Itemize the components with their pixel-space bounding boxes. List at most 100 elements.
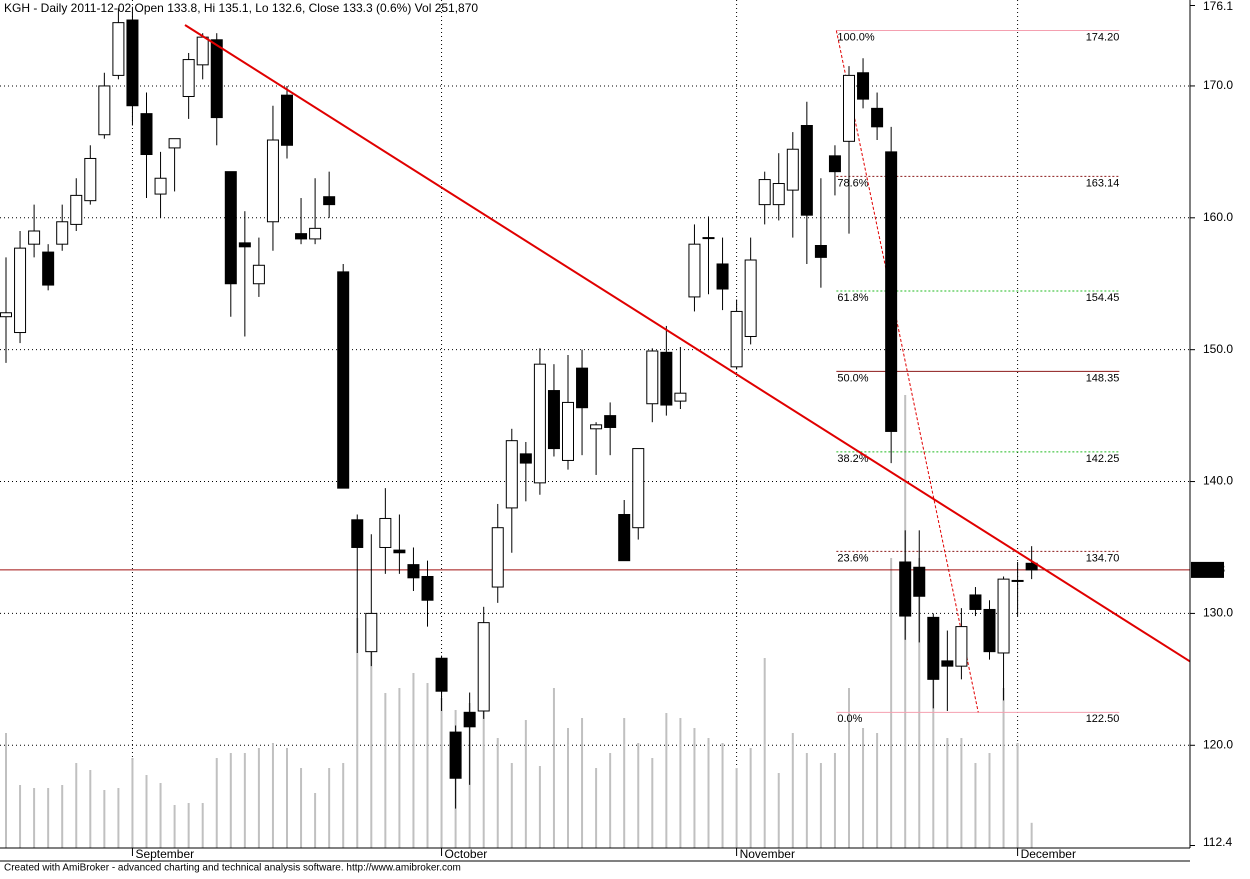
candle-body xyxy=(758,179,771,206)
volume-bar xyxy=(538,766,541,848)
fib-price-label: 134.70 xyxy=(1086,552,1120,564)
volume-bar xyxy=(679,718,682,848)
volume-bar xyxy=(665,713,668,848)
volume-bar xyxy=(117,788,120,848)
candle-body xyxy=(56,221,69,245)
candle-body xyxy=(154,177,167,195)
volume-bar xyxy=(763,658,766,848)
candle-body xyxy=(70,194,83,225)
last-price-box xyxy=(1191,561,1224,578)
candle-body xyxy=(646,350,659,405)
volume-bar xyxy=(229,753,232,848)
volume-bar xyxy=(201,803,204,848)
candle-body xyxy=(997,578,1010,654)
candle-body xyxy=(857,72,870,100)
volume-bar xyxy=(876,733,879,848)
candle-body xyxy=(98,85,111,136)
volume-bar xyxy=(581,718,584,848)
volume-bar xyxy=(286,748,288,848)
candle-body xyxy=(266,139,279,223)
fib-price-label: 154.45 xyxy=(1086,292,1120,304)
volume-bar xyxy=(440,698,443,848)
volume-bar xyxy=(243,753,246,848)
volume-bar xyxy=(946,738,949,848)
y-tick-label: 130.0 xyxy=(1203,606,1233,620)
volume-bar xyxy=(300,768,303,848)
fib-level-label: 38.2% xyxy=(837,453,868,465)
volume-bar xyxy=(173,805,176,848)
fib-level-label: 100.0% xyxy=(837,31,875,43)
volume-bar xyxy=(426,683,429,848)
candle-body xyxy=(632,448,645,529)
candle-body xyxy=(744,259,757,337)
volume-bar xyxy=(932,618,935,848)
volume-bar xyxy=(370,633,373,848)
candle-body xyxy=(885,151,898,432)
fib-swing-line xyxy=(835,30,979,713)
volume-bar xyxy=(5,733,7,848)
volume-bar xyxy=(215,758,218,848)
candle-body xyxy=(800,125,813,216)
candle-body xyxy=(505,440,518,509)
volume-bar xyxy=(777,773,780,848)
volume-bar xyxy=(33,788,36,848)
volume-bar xyxy=(890,558,893,848)
x-tick-label: December xyxy=(1021,847,1076,861)
y-tick-label: 112.4 xyxy=(1203,835,1232,849)
candle-body xyxy=(814,245,827,258)
volume-bar xyxy=(988,753,991,848)
volume-bar xyxy=(749,748,752,848)
candle-body xyxy=(702,237,715,240)
volume-bar xyxy=(19,785,22,848)
candle-body xyxy=(786,148,799,191)
candle-body xyxy=(913,566,926,597)
volume-bar xyxy=(721,743,724,848)
candle-body xyxy=(168,138,181,149)
volume-bar xyxy=(271,743,274,848)
candle-body xyxy=(407,564,420,579)
fib-price-label: 142.25 xyxy=(1086,453,1120,465)
fib-level-label: 50.0% xyxy=(837,372,868,384)
candle-body xyxy=(351,519,364,548)
candle-body xyxy=(449,731,462,779)
candle-body xyxy=(674,392,687,402)
candle-body xyxy=(969,594,982,610)
volume-bar xyxy=(623,718,626,848)
candle-body xyxy=(463,711,476,728)
volume-bar xyxy=(735,768,738,848)
candle-body xyxy=(224,171,237,285)
chart-title: KGH - Daily 2011-12-02 Open 133.8, Hi 13… xyxy=(4,1,478,15)
volume-bar xyxy=(819,763,822,848)
candle-body xyxy=(730,310,743,368)
candle-body xyxy=(182,59,195,97)
volume-bar xyxy=(61,785,64,848)
candle-body xyxy=(843,74,855,142)
candle-body xyxy=(983,608,996,653)
volume-bar xyxy=(524,720,527,848)
x-tick-label: September xyxy=(135,847,194,861)
candle-body xyxy=(140,113,153,156)
y-tick-label: 160.0 xyxy=(1203,210,1233,224)
volume-bar xyxy=(131,758,134,848)
volume-bar xyxy=(103,790,106,848)
volume-bar xyxy=(314,793,317,848)
candle-body xyxy=(688,243,701,298)
candle-body xyxy=(1011,579,1024,582)
volume-bar xyxy=(47,788,50,848)
x-tick-label: November xyxy=(740,847,795,861)
candle-body xyxy=(323,196,336,206)
candle-body xyxy=(84,157,97,202)
volume-bar xyxy=(693,728,696,848)
candle-body xyxy=(393,549,406,554)
candle-body xyxy=(252,264,265,285)
candle-body xyxy=(1025,562,1038,571)
volume-bar xyxy=(496,738,499,848)
volume-bar xyxy=(833,753,836,848)
candle-body xyxy=(337,271,350,489)
volume-bar xyxy=(974,763,977,848)
candle-body xyxy=(519,453,532,464)
candle-body xyxy=(309,227,322,240)
volume-bar xyxy=(187,803,190,848)
candle-body xyxy=(871,107,884,128)
volume-bar xyxy=(412,673,415,848)
